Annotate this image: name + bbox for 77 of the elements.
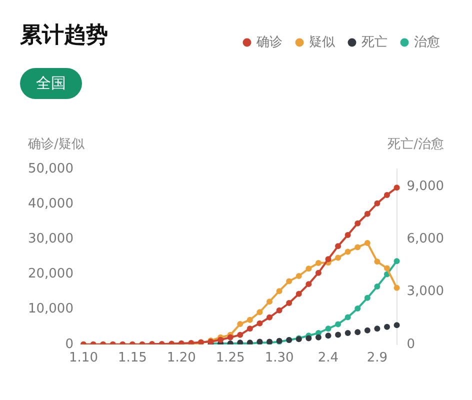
point: [354, 244, 361, 250]
point: [246, 316, 253, 323]
x-tick-label: 1.30: [264, 350, 294, 366]
point: [315, 260, 322, 266]
point: [306, 266, 312, 272]
y-tick-label: 30,000: [28, 232, 74, 247]
point: [364, 327, 370, 334]
point: [276, 288, 282, 294]
legend-label: 确诊: [256, 34, 282, 50]
point: [315, 334, 322, 340]
point: [364, 210, 370, 217]
point: [374, 284, 380, 290]
point: [246, 326, 253, 332]
x-tick-label: 2.4: [318, 350, 339, 366]
point: [364, 240, 370, 246]
point: [286, 278, 292, 284]
point: [296, 290, 302, 297]
x-tick-label: 1.20: [166, 350, 196, 366]
y2-tick-label: 6,000: [406, 232, 444, 247]
point: [354, 220, 361, 226]
point: [364, 294, 370, 301]
point: [335, 332, 342, 338]
point: [344, 232, 351, 238]
point: [256, 309, 263, 316]
y2-tick-label: 9,000: [406, 178, 444, 194]
point: [344, 314, 351, 320]
y2-tick-label: 3,000: [406, 284, 444, 300]
point: [344, 248, 351, 255]
point: [384, 324, 390, 330]
point: [325, 326, 332, 332]
x-tick-label: 1.10: [69, 350, 98, 366]
point: [374, 326, 380, 332]
point: [237, 321, 244, 328]
y-tick-label: 10,000: [28, 302, 74, 317]
point: [394, 184, 400, 191]
y-tick-label: 20,000: [28, 266, 74, 282]
text: 全国: [20, 68, 82, 99]
legend-label: 治愈: [414, 34, 440, 50]
point: [266, 298, 273, 305]
point: [374, 200, 380, 206]
point: [344, 330, 351, 336]
point: [354, 305, 361, 312]
point: [286, 300, 292, 306]
point: [276, 307, 282, 314]
point: [325, 332, 332, 339]
point: [227, 334, 234, 340]
point: [335, 243, 342, 250]
point: [266, 314, 273, 320]
point: [218, 336, 224, 343]
y-tick-label: 50,000: [28, 161, 74, 176]
y-tick-label: 40,000: [28, 196, 74, 212]
legend-label: 死亡: [362, 34, 388, 50]
point: [354, 329, 361, 336]
y-axis-title: 确诊/疑似: [27, 136, 84, 152]
point: [256, 320, 263, 326]
point: [296, 272, 302, 279]
point: [384, 192, 390, 198]
point: [394, 322, 400, 328]
point: [325, 256, 332, 262]
point: [374, 258, 380, 265]
point: [306, 335, 312, 342]
point: [306, 281, 312, 288]
x-tick-label: 1.15: [118, 350, 147, 366]
point: [394, 258, 400, 264]
point: [335, 254, 342, 261]
point: [237, 332, 244, 338]
y2-tick-label: 0: [406, 336, 416, 352]
chart-title: 累计趋势: [20, 22, 108, 50]
y2-axis-title: 死亡/治愈: [388, 136, 444, 152]
x-tick-label: 1.25: [216, 350, 245, 366]
point: [394, 284, 400, 291]
point: [335, 321, 342, 328]
point: [384, 265, 390, 272]
legend-label: 疑似: [309, 34, 335, 50]
point: [315, 270, 322, 276]
y-tick-label: 0: [65, 336, 74, 352]
x-tick-label: 2.9: [366, 350, 388, 366]
